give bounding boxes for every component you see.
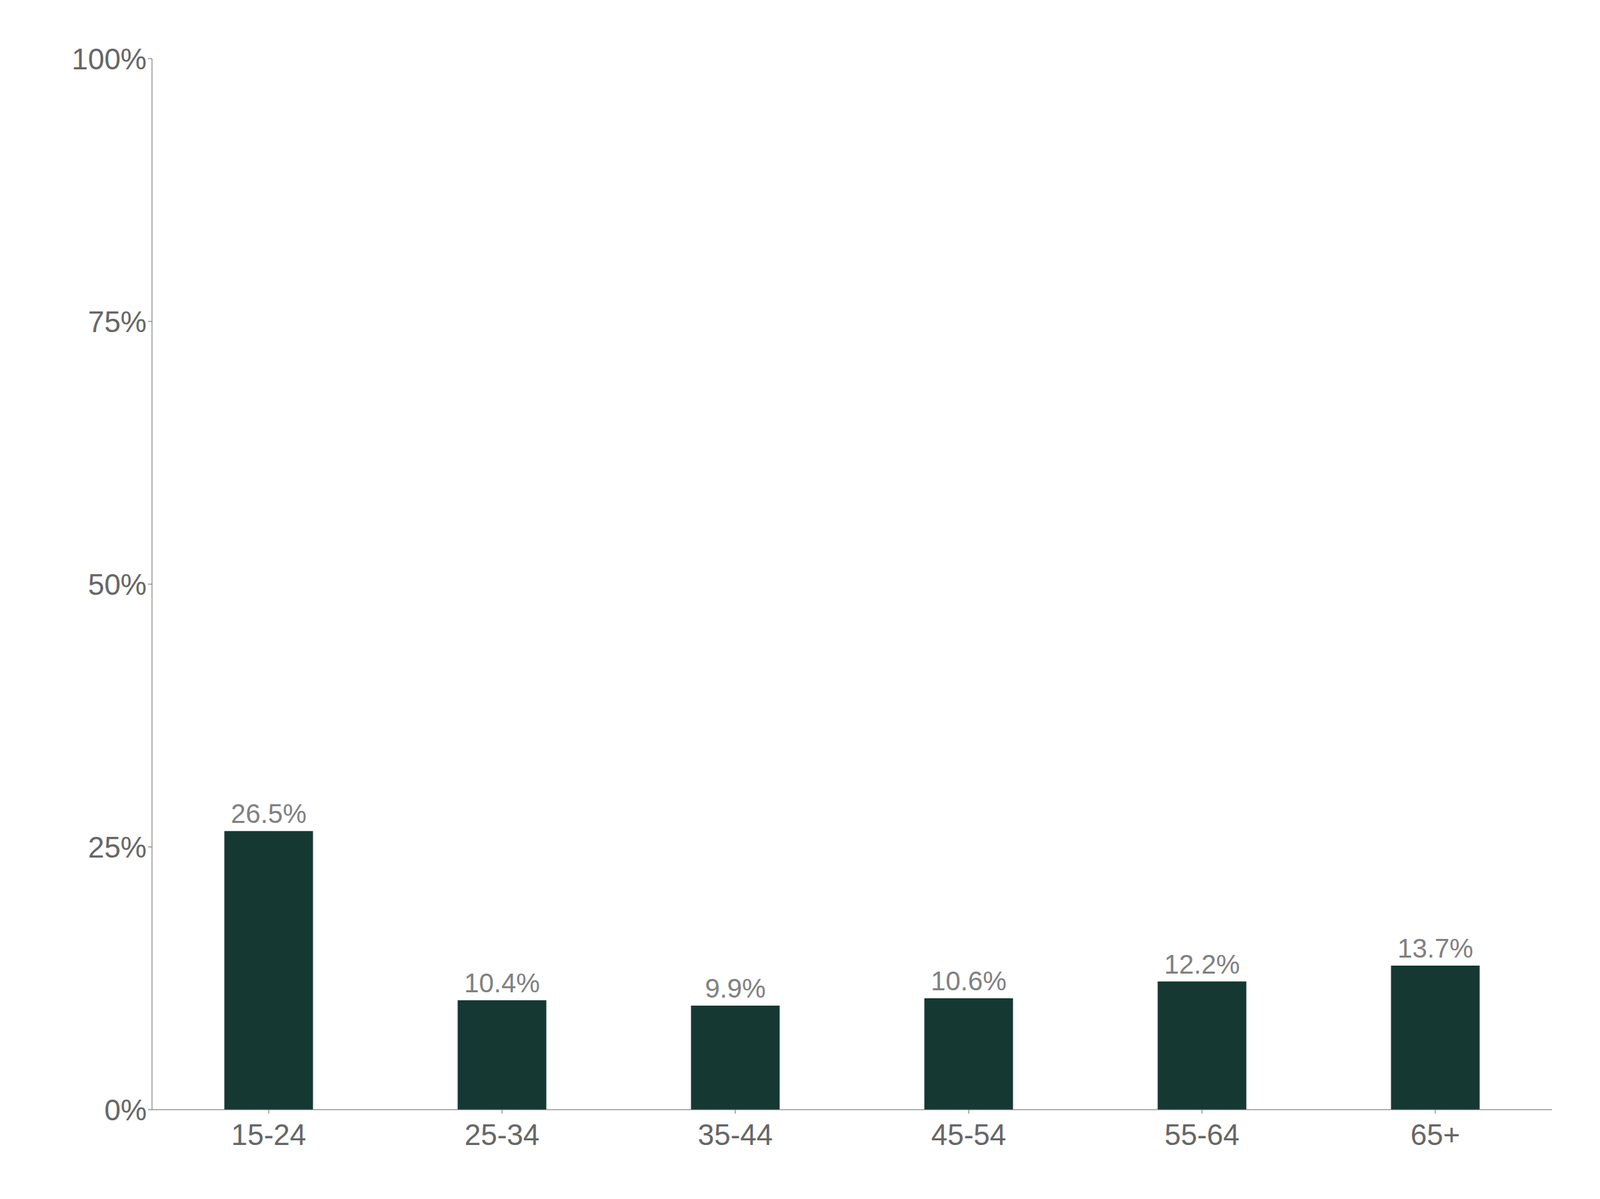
svg-text:25%: 25% [88, 830, 147, 864]
svg-text:10.4%: 10.4% [464, 968, 540, 998]
svg-text:100%: 100% [71, 42, 147, 76]
svg-text:12.2%: 12.2% [1164, 949, 1240, 979]
svg-text:45-54: 45-54 [931, 1118, 1007, 1151]
svg-text:9.9%: 9.9% [704, 973, 766, 1003]
svg-text:26.5%: 26.5% [230, 798, 306, 828]
svg-text:50%: 50% [88, 568, 147, 601]
svg-text:75%: 75% [88, 305, 147, 338]
svg-text:0%: 0% [104, 1093, 147, 1126]
svg-text:13.7%: 13.7% [1397, 933, 1473, 963]
svg-text:65+: 65+ [1410, 1118, 1461, 1151]
svg-text:25-34: 25-34 [464, 1118, 540, 1151]
svg-text:35-44: 35-44 [698, 1118, 774, 1151]
svg-text:10.6%: 10.6% [930, 966, 1006, 996]
svg-text:15-24: 15-24 [231, 1118, 307, 1151]
svg-text:55-64: 55-64 [1164, 1118, 1240, 1151]
